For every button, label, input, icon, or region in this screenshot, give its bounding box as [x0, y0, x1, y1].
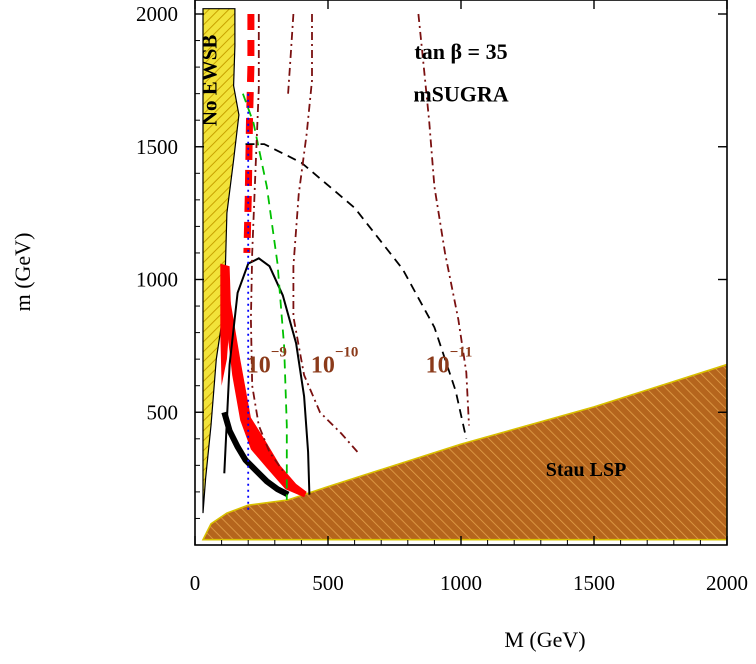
contour-label-c11: 10−11	[426, 344, 473, 378]
favored-edge	[221, 411, 290, 498]
curve-solid-black	[223, 257, 311, 495]
region-no-ewsb	[202, 8, 240, 514]
x-tick-label: 2000	[706, 571, 748, 595]
favored-upper-dashes	[243, 14, 255, 253]
x-axis-title: M (GeV)	[504, 627, 585, 652]
y-axis-title: m (GeV)	[10, 233, 35, 312]
region-stau-lsp	[201, 363, 727, 541]
x-tick-label: 1000	[440, 571, 482, 595]
annotation-noewsb: No EWSB	[197, 35, 221, 127]
annotation-staulsp: Stau LSP	[546, 459, 627, 481]
curve-dashed-green	[242, 93, 288, 500]
x-tick-label: 0	[190, 571, 201, 595]
contour-label-exponent: −10	[335, 344, 359, 360]
y-tick-label: 2000	[136, 2, 178, 26]
contour-label-mantissa: 10	[426, 352, 450, 378]
curve-dashed-black	[245, 143, 468, 439]
contour-label-mantissa: 10	[247, 352, 271, 378]
curve-dashdot-top	[287, 13, 295, 94]
contour-label-c10: 10−10	[311, 344, 359, 378]
contour-label-exponent: −11	[450, 344, 473, 360]
annotation-tanb: tan β = 35	[414, 39, 507, 64]
y-tick-label: 500	[147, 400, 179, 424]
y-tick-label: 1500	[136, 135, 178, 159]
favored-band-left	[220, 263, 231, 386]
annotation-model: mSUGRA	[413, 82, 508, 107]
x-tick-label: 1500	[573, 571, 615, 595]
contour-label-exponent: −9	[271, 344, 287, 360]
x-tick-label: 500	[312, 571, 344, 595]
contour-label-mantissa: 10	[311, 352, 335, 378]
y-tick-label: 1000	[136, 268, 178, 292]
curve-dashdot-m10	[292, 14, 361, 456]
favored-band-lower	[224, 279, 307, 498]
contour-label-c9: 10−9	[247, 344, 287, 378]
curve-dashdot-m9	[249, 14, 284, 472]
